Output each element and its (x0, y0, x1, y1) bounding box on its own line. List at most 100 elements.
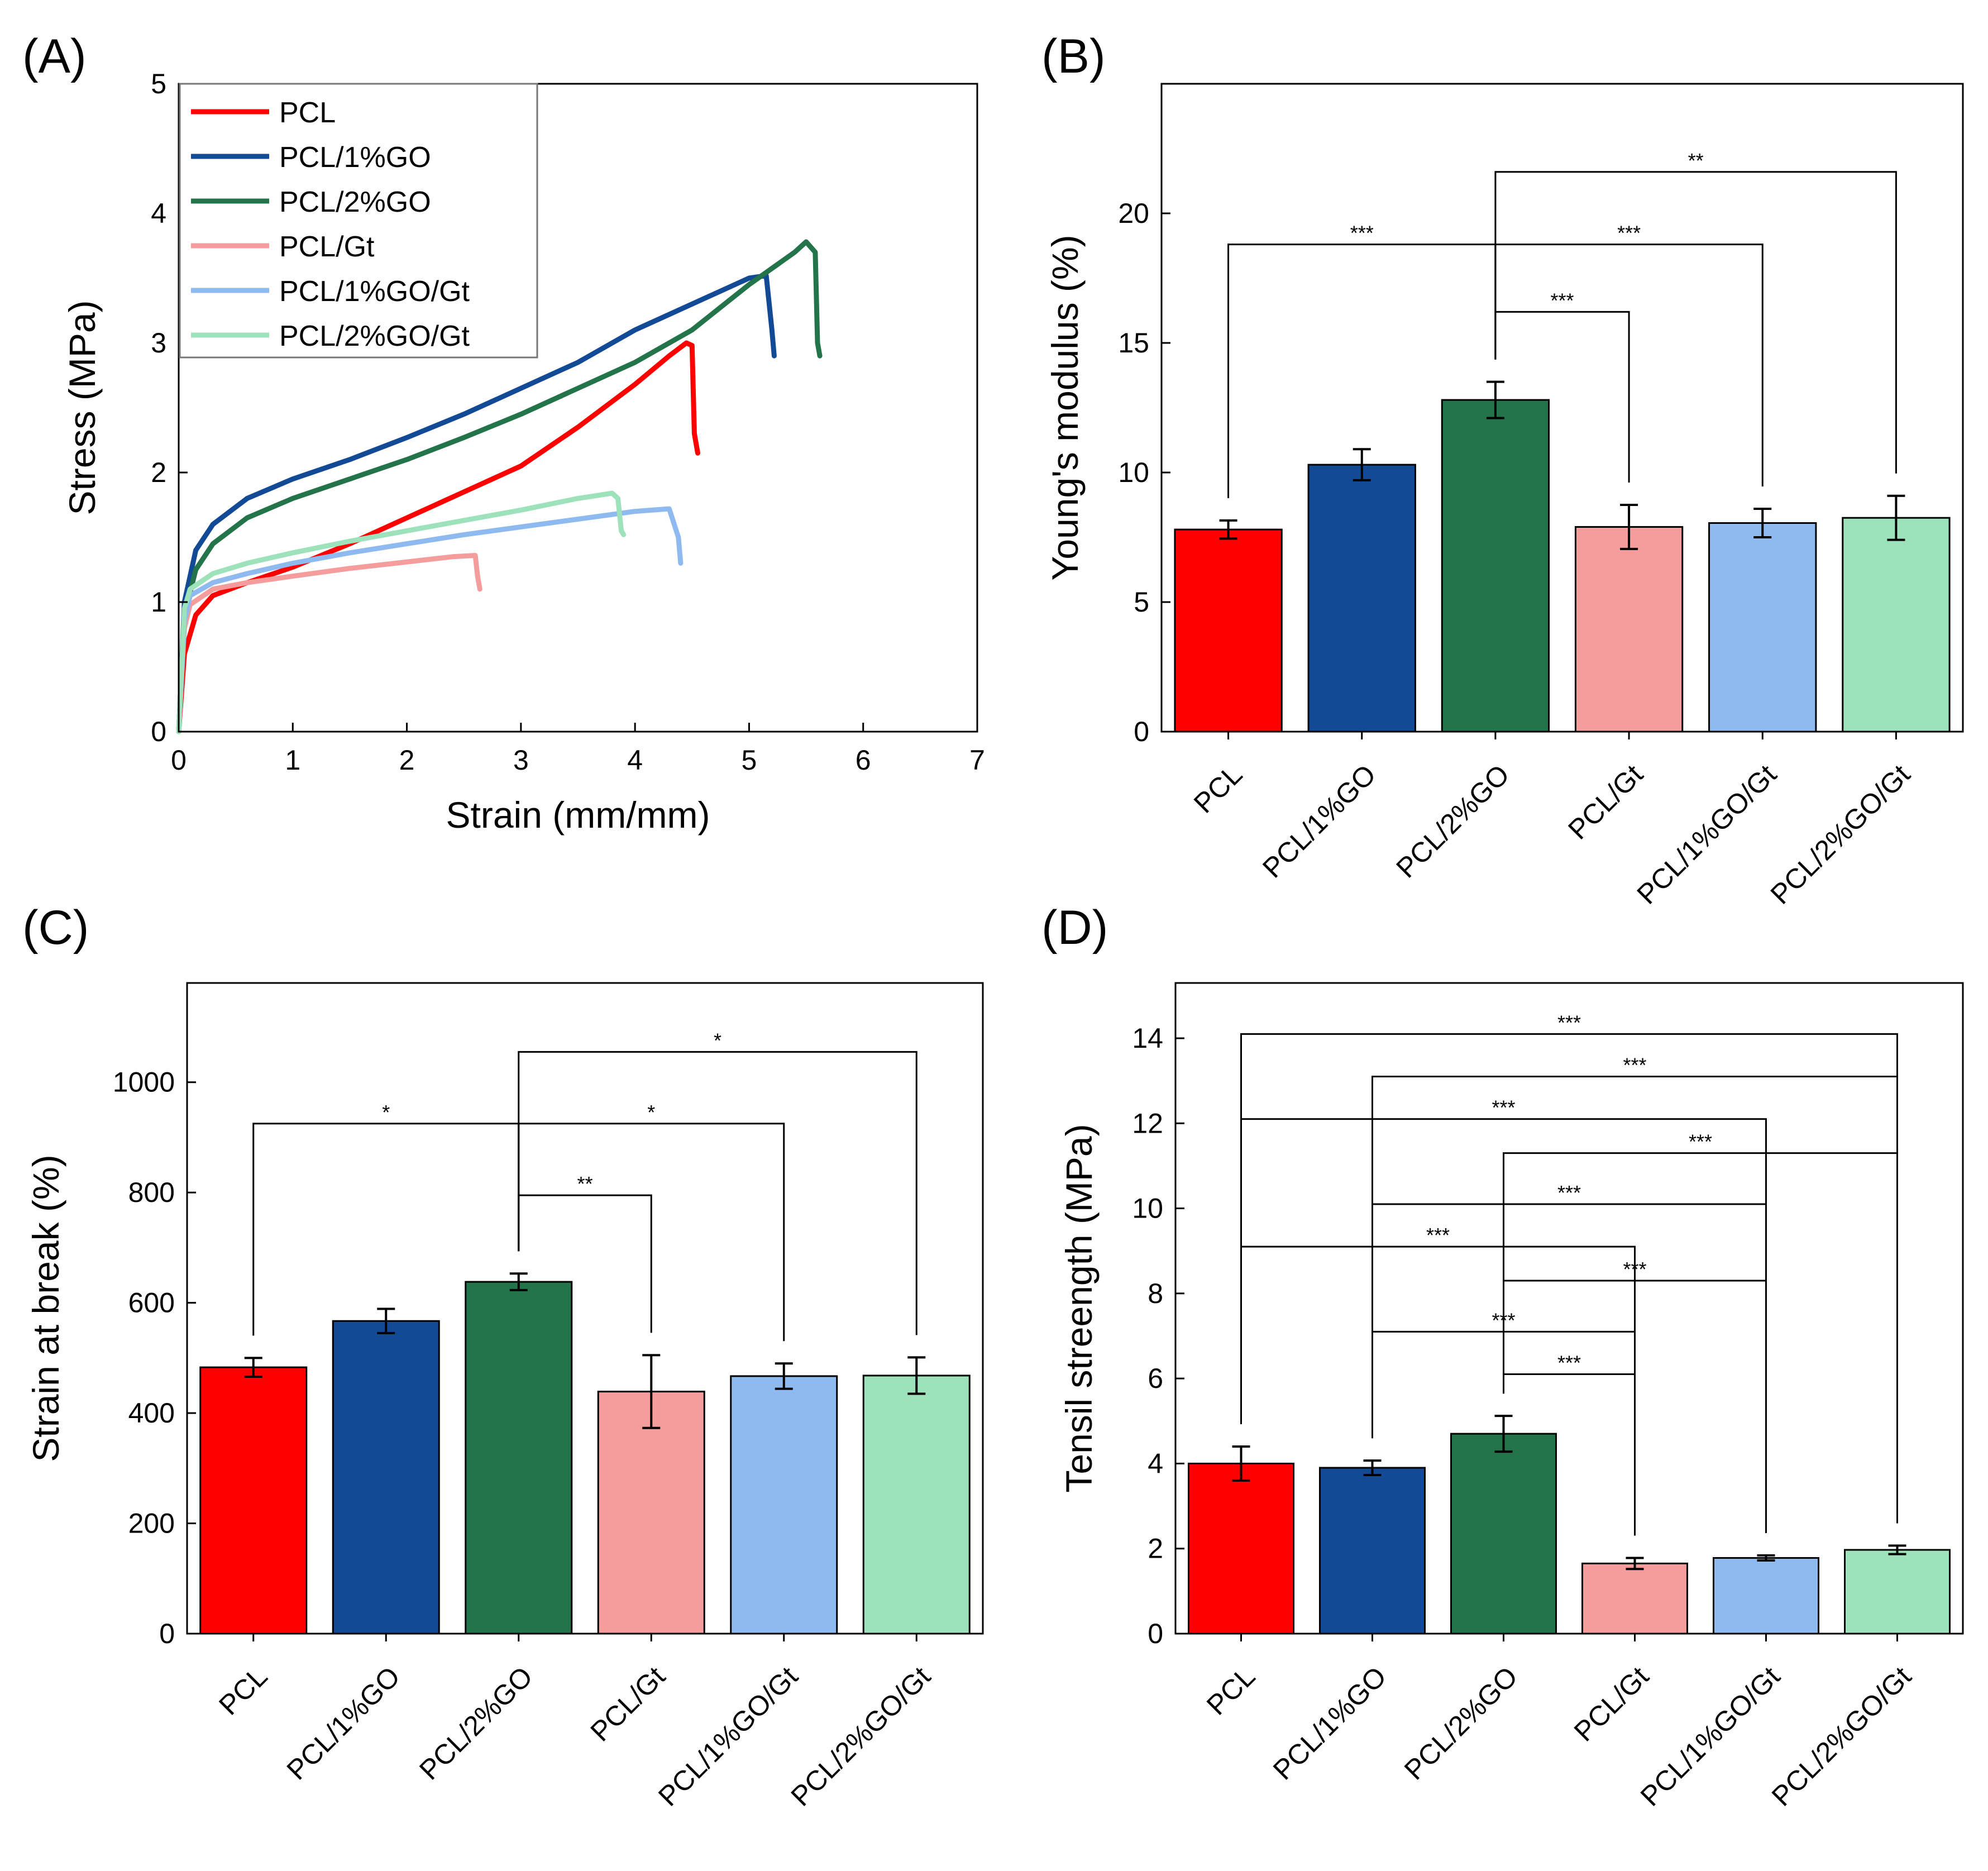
series-line (176, 273, 777, 734)
category-label: PCL/2%GO (413, 1660, 538, 1786)
y-tick-label: 0 (1134, 716, 1149, 747)
bar (1844, 1549, 1951, 1635)
bar (1174, 528, 1283, 733)
series-line (176, 340, 700, 734)
y-tick-label: 5 (1134, 586, 1149, 618)
significance-label: * (382, 1101, 390, 1124)
x-tick-label: 3 (513, 744, 529, 776)
significance-label: *** (1557, 1011, 1581, 1034)
y-tick-label: 400 (128, 1397, 175, 1429)
significance-bracket (518, 1051, 917, 1335)
y-tick-label: 3 (151, 327, 166, 359)
panel-label: (D) (1041, 901, 1108, 954)
panel-a: (A) 0 1 2 3 4 5 6 7 0 1 2 3 4 5 Stress (MPa) Strain (mm/… (22, 30, 985, 836)
significance-label: *** (1689, 1130, 1712, 1153)
significance-bracket (1240, 1033, 1898, 1524)
bar (332, 1320, 440, 1635)
bar (1574, 526, 1684, 733)
bar (465, 1281, 573, 1635)
x-tick-label: 6 (856, 744, 871, 776)
y-axis-title: Stress (MPa) (61, 300, 103, 515)
category-label: PCL/1%GO (281, 1660, 406, 1786)
y-tick-label: 6 (1148, 1363, 1163, 1394)
legend-label: PCL/1%GO (279, 141, 431, 174)
y-tick-label: 12 (1132, 1108, 1163, 1139)
significance-label: *** (1550, 289, 1574, 312)
significance-label: *** (1350, 222, 1374, 245)
panel-d: (D)***************************PCL PCL/1%G… (1041, 901, 1964, 1812)
bar (1842, 517, 1951, 733)
bar (1713, 1557, 1819, 1635)
category-label: PCL (1201, 1660, 1261, 1721)
significance-label: *** (1623, 1258, 1646, 1281)
legend-label: PCL/2%GO (279, 186, 431, 218)
y-tick-label: 2 (151, 457, 166, 488)
category-label: PCL/Gt (1568, 1660, 1655, 1748)
category-label: PCL/1%GO/Gt (1635, 1660, 1786, 1812)
legend-label: PCL (279, 97, 336, 129)
significance-label: *** (1557, 1352, 1581, 1374)
category-label: PCL/2%GO (1390, 758, 1515, 884)
significance-bracket (1503, 1280, 1767, 1533)
bar (1450, 1433, 1557, 1635)
plot-frame (1160, 83, 1964, 733)
plot-frame (186, 982, 984, 1635)
significance-label: *** (1492, 1096, 1515, 1119)
y-tick-label: 10 (1118, 457, 1149, 488)
legend-label: PCL/Gt (279, 231, 375, 263)
significance-bracket (1503, 1152, 1898, 1524)
category-label: PCL/2%GO/Gt (1766, 1660, 1918, 1812)
significance-label: * (714, 1029, 721, 1052)
y-tick-label: 20 (1118, 198, 1149, 229)
significance-label: ** (577, 1172, 592, 1195)
series-line (176, 490, 627, 734)
significance-label: *** (1623, 1054, 1646, 1077)
plot-frame (1174, 982, 1964, 1635)
panel-label: (B) (1041, 30, 1106, 83)
y-tick-label: 4 (1148, 1448, 1163, 1479)
significance-bracket (1494, 171, 1897, 474)
panel-c: (C)* ****PCL PCL/1%GO PCL/2%GO PCL/GtPCL/1%G… (22, 901, 984, 1812)
y-tick-label: 2 (1148, 1533, 1163, 1564)
x-tick-label: 2 (399, 744, 415, 776)
bar (1581, 1562, 1688, 1635)
bar (597, 1391, 705, 1635)
y-axis-title: Tensil streength (MPa) (1058, 1124, 1100, 1492)
series-line (176, 506, 684, 734)
bar (1708, 522, 1817, 733)
significance-label: *** (1617, 222, 1641, 245)
bar (730, 1375, 838, 1635)
category-label: PCL/2%GO (1398, 1660, 1523, 1786)
y-tick-label: 1000 (113, 1067, 175, 1098)
panel-label: (C) (22, 901, 89, 954)
significance-bracket (1503, 1373, 1636, 1536)
category-label: PCL/1%GO (1256, 758, 1382, 884)
y-tick-label: 15 (1118, 327, 1149, 359)
category-label: PCL/1%GO/Gt (652, 1660, 804, 1812)
significance-label: * (647, 1101, 655, 1124)
y-tick-label: 10 (1132, 1193, 1163, 1224)
category-label: PCL/Gt (1562, 758, 1649, 846)
y-tick-label: 800 (128, 1177, 175, 1208)
bar (199, 1366, 308, 1635)
panel-label: (A) (22, 30, 87, 83)
x-tick-label: 1 (285, 744, 300, 776)
bar (862, 1374, 971, 1635)
y-axis-title: Strain at break (%) (25, 1154, 66, 1462)
significance-label: *** (1492, 1309, 1515, 1331)
plot-frame (178, 83, 978, 733)
y-tick-label: 8 (1148, 1278, 1163, 1309)
bar (1307, 464, 1416, 733)
y-tick-label: 0 (1148, 1618, 1163, 1649)
y-tick-label: 0 (159, 1618, 175, 1649)
y-tick-label: 14 (1132, 1023, 1163, 1054)
category-label: PCL (1188, 758, 1248, 819)
significance-label: *** (1426, 1224, 1450, 1247)
y-tick-label: 0 (151, 716, 166, 747)
category-label: PCL (213, 1660, 273, 1721)
category-label: PCL/1%GO/Gt (1631, 758, 1783, 910)
legend-label: PCL/1%GO/Gt (279, 275, 470, 308)
series-line (176, 239, 823, 734)
significance-label: ** (1688, 149, 1704, 172)
bar (1441, 399, 1550, 733)
